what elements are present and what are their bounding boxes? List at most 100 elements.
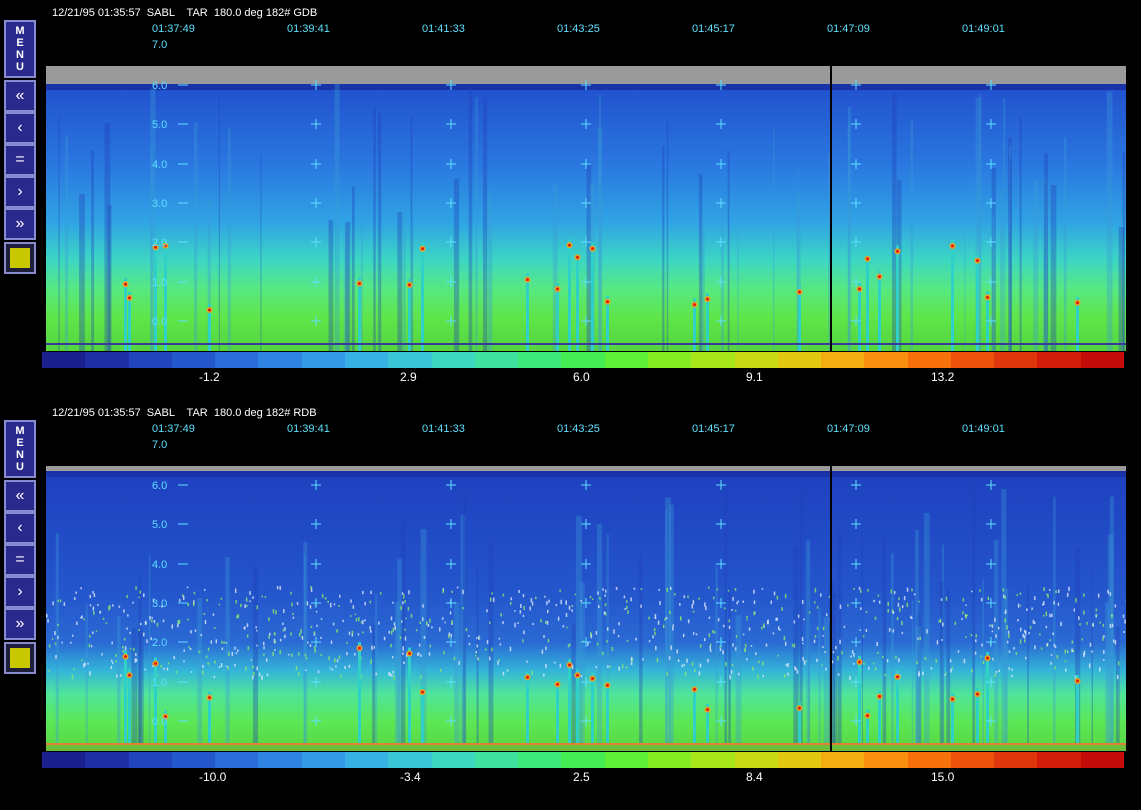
echo-core bbox=[878, 275, 881, 279]
speckle bbox=[81, 659, 83, 662]
speckle bbox=[475, 651, 478, 654]
streak bbox=[55, 532, 59, 751]
echo-core bbox=[1076, 301, 1079, 305]
streak bbox=[992, 216, 995, 351]
speckle bbox=[509, 602, 512, 605]
rdb-plot[interactable]: 6.0 5.0 4.0 3.0 2.0 1.0 0.0 bbox=[46, 466, 1126, 751]
equal-button[interactable]: = bbox=[4, 544, 36, 576]
forward-button[interactable]: › bbox=[4, 176, 36, 208]
streak bbox=[343, 226, 349, 351]
speckle bbox=[532, 622, 534, 625]
speckle bbox=[566, 626, 568, 629]
echo-core bbox=[154, 662, 157, 666]
speckle bbox=[876, 641, 878, 647]
altitude-label: 0.0 bbox=[152, 316, 167, 328]
equal-button[interactable]: = bbox=[4, 144, 36, 176]
streak bbox=[818, 608, 821, 751]
streak bbox=[131, 627, 138, 751]
speckle bbox=[1008, 633, 1010, 639]
speckle bbox=[324, 597, 327, 600]
time-label: 01:37:49 bbox=[152, 423, 195, 435]
speckle bbox=[420, 654, 422, 657]
spike bbox=[951, 693, 954, 751]
speckle bbox=[304, 669, 307, 671]
spike bbox=[858, 655, 861, 751]
echo-core bbox=[124, 282, 127, 286]
streak bbox=[117, 615, 121, 751]
speckle bbox=[354, 613, 357, 616]
speckle bbox=[362, 631, 364, 634]
speckle bbox=[737, 672, 740, 676]
speckle bbox=[500, 613, 502, 617]
speckle bbox=[1017, 603, 1020, 608]
speckle bbox=[458, 661, 460, 665]
speckle bbox=[766, 620, 769, 625]
echo-core bbox=[693, 303, 696, 307]
speckle bbox=[813, 639, 816, 643]
echo-core bbox=[154, 245, 157, 249]
color-swatch-button[interactable] bbox=[4, 642, 36, 674]
streak bbox=[915, 529, 919, 751]
streak bbox=[401, 522, 406, 751]
color-swatch-button[interactable] bbox=[4, 242, 36, 274]
speckle bbox=[965, 614, 967, 619]
speckle bbox=[290, 632, 292, 636]
speckle bbox=[313, 632, 316, 636]
gdb-plot[interactable]: 6.0 5.0 4.0 3.0 2.0 1.0 0.0 bbox=[46, 66, 1126, 351]
menu-button[interactable]: M E N U bbox=[4, 420, 36, 478]
streak bbox=[225, 556, 230, 751]
spike bbox=[164, 239, 167, 351]
speckle bbox=[1051, 613, 1053, 618]
speckle bbox=[156, 674, 158, 676]
speckle bbox=[261, 675, 263, 680]
speckle bbox=[163, 667, 165, 670]
speckle bbox=[135, 586, 137, 590]
colorbar-swatch bbox=[431, 352, 475, 368]
time-marker-line bbox=[830, 466, 832, 751]
speckle bbox=[403, 661, 405, 665]
speckle bbox=[630, 661, 633, 666]
speckle bbox=[903, 596, 906, 601]
speckle bbox=[878, 600, 881, 604]
speckle bbox=[559, 663, 562, 668]
speckle bbox=[998, 669, 1000, 673]
fast-forward-button[interactable]: » bbox=[4, 608, 36, 640]
speckle bbox=[1048, 588, 1051, 591]
speckle bbox=[607, 665, 609, 669]
forward-button[interactable]: › bbox=[4, 576, 36, 608]
colorbar-swatch bbox=[258, 752, 302, 768]
speckle bbox=[896, 616, 899, 621]
spike bbox=[866, 252, 869, 351]
speckle bbox=[520, 603, 522, 608]
rewind-button[interactable]: « bbox=[4, 80, 36, 112]
speckle bbox=[995, 671, 998, 674]
streak bbox=[891, 553, 894, 751]
speckle bbox=[705, 606, 707, 611]
speckle bbox=[465, 628, 468, 632]
speckle bbox=[553, 661, 556, 664]
speckle bbox=[54, 631, 56, 636]
speckle bbox=[1116, 675, 1119, 680]
speckle bbox=[940, 598, 943, 601]
spike bbox=[556, 678, 559, 751]
speckle bbox=[1117, 661, 1120, 666]
colorbar-swatch bbox=[864, 352, 908, 368]
streak bbox=[397, 212, 403, 351]
back-button[interactable]: ‹ bbox=[4, 112, 36, 144]
speckle bbox=[336, 630, 338, 633]
speckle bbox=[755, 652, 757, 656]
colorbar-label: -1.2 bbox=[199, 370, 220, 384]
fast-forward-button[interactable]: » bbox=[4, 208, 36, 240]
back-button[interactable]: ‹ bbox=[4, 512, 36, 544]
speckle bbox=[604, 589, 607, 593]
speckle bbox=[560, 599, 562, 605]
colorbar-swatch bbox=[994, 752, 1038, 768]
speckle bbox=[336, 629, 338, 632]
speckle bbox=[346, 641, 348, 644]
speckle bbox=[801, 600, 804, 605]
top-altitude-label: 7.0 bbox=[152, 439, 168, 451]
menu-button[interactable]: M E N U bbox=[4, 20, 36, 78]
speckle bbox=[284, 634, 286, 639]
speckle bbox=[423, 635, 426, 639]
rewind-button[interactable]: « bbox=[4, 480, 36, 512]
